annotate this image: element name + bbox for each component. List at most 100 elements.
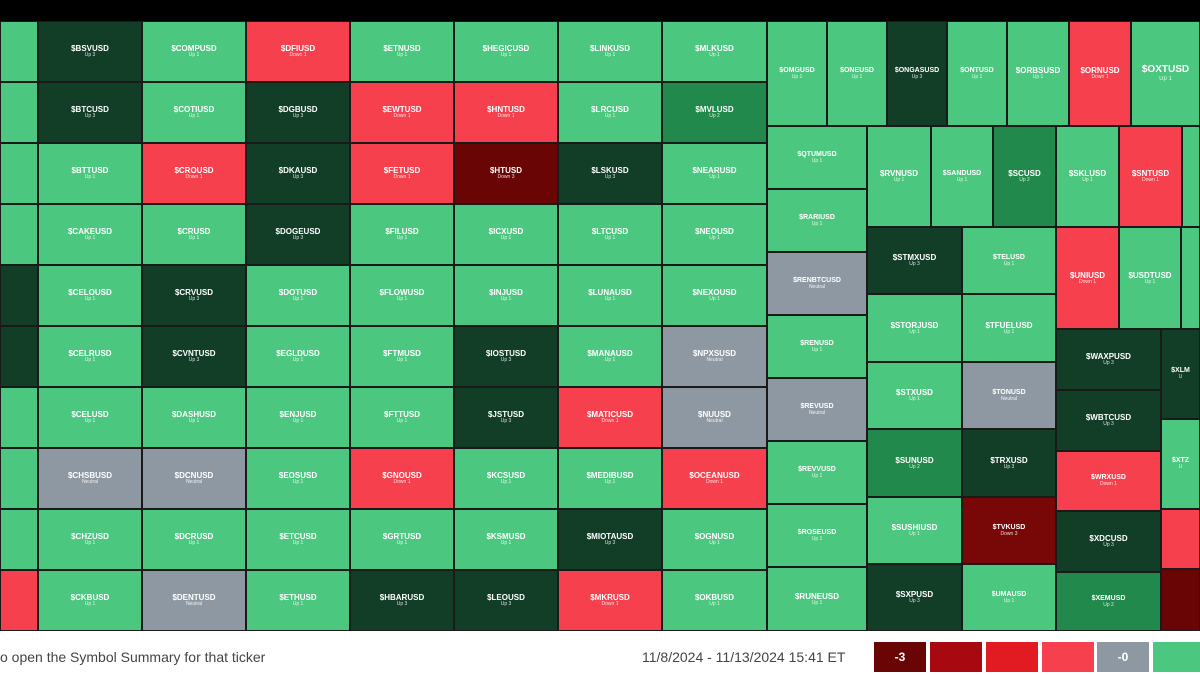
ticker-tile[interactable]: $KCSUSD Up 1 [454, 448, 558, 509]
ticker-tile[interactable]: $OMGUSD Up 1 [767, 21, 827, 126]
ticker-tile[interactable]: $CHZUSD Up 1 [38, 509, 142, 570]
ticker-tile[interactable]: $EWTUSD Down 1 [350, 82, 454, 143]
ticker-tile[interactable]: $OGNUSD Up 1 [662, 509, 767, 570]
ticker-tile[interactable]: $ORBSUSD Up 1 [1007, 21, 1069, 126]
ticker-tile[interactable]: $RVNUSD Up 1 [867, 126, 931, 227]
ticker-tile[interactable]: $HTUSD Down 3 [454, 143, 558, 204]
ticker-tile[interactable]: $COTIUSD Up 1 [142, 82, 246, 143]
ticker-tile[interactable]: $STXUSD Up 1 [867, 362, 962, 429]
ticker-tile[interactable]: $RUNEUSD Up 1 [767, 567, 867, 631]
ticker-tile[interactable]: $CAKEUSD Up 1 [38, 204, 142, 265]
ticker-tile[interactable]: $LINKUSD Up 1 [558, 21, 662, 82]
ticker-tile[interactable]: $FTMUSD Up 1 [350, 326, 454, 387]
ticker-tile[interactable]: $NEOUSD Up 1 [662, 204, 767, 265]
ticker-tile[interactable]: $SKLUSD Up 1 [1056, 126, 1119, 227]
ticker-tile[interactable]: $NPXSUSD Neutral [662, 326, 767, 387]
ticker-tile[interactable]: $XDCUSD Up 3 [1056, 511, 1161, 572]
ticker-tile[interactable]: $MATICUSD Down 1 [558, 387, 662, 448]
ticker-tile[interactable]: $NEARUSD Up 1 [662, 143, 767, 204]
ticker-tile[interactable]: $DFIUSD Down 1 [246, 21, 350, 82]
ticker-tile[interactable]: $CRVUSD Up 3 [142, 265, 246, 326]
ticker-tile[interactable]: $ROSEUSD Up 1 [767, 504, 867, 567]
ticker-tile[interactable]: $ORNUSD Down 1 [1069, 21, 1131, 126]
ticker-tile[interactable]: $CELUSD Up 1 [38, 387, 142, 448]
ticker-tile[interactable]: $CELOUSD Up 1 [38, 265, 142, 326]
ticker-tile[interactable]: $MLKUSD Up 1 [662, 21, 767, 82]
ticker-tile[interactable]: $DOTUSD Up 1 [246, 265, 350, 326]
ticker-tile[interactable] [0, 265, 38, 326]
ticker-tile[interactable]: $GNOUSD Down 1 [350, 448, 454, 509]
ticker-tile[interactable] [1181, 227, 1200, 329]
ticker-tile[interactable]: $XLM U [1161, 329, 1200, 419]
ticker-tile[interactable] [0, 204, 38, 265]
ticker-tile[interactable]: $QTUMUSD Up 1 [767, 126, 867, 189]
ticker-tile[interactable]: $NUUSD Neutral [662, 387, 767, 448]
ticker-tile[interactable]: $DOGEUSD Up 3 [246, 204, 350, 265]
ticker-tile[interactable]: $SANDUSD Up 1 [931, 126, 993, 227]
ticker-tile[interactable]: $CVNTUSD Up 3 [142, 326, 246, 387]
ticker-tile[interactable]: $MANAUSD Up 1 [558, 326, 662, 387]
ticker-tile[interactable]: $WBTCUSD Up 3 [1056, 390, 1161, 451]
ticker-tile[interactable] [0, 82, 38, 143]
ticker-tile[interactable]: $LSKUSD Up 3 [558, 143, 662, 204]
ticker-tile[interactable]: $HBARUSD Up 3 [350, 570, 454, 631]
ticker-tile[interactable] [0, 570, 38, 631]
ticker-tile[interactable] [1161, 569, 1200, 631]
ticker-tile[interactable]: $CROUSD Down 1 [142, 143, 246, 204]
ticker-tile[interactable]: $XTZ U [1161, 419, 1200, 509]
ticker-tile[interactable]: $EGLDUSD Up 1 [246, 326, 350, 387]
ticker-tile[interactable] [0, 143, 38, 204]
ticker-tile[interactable]: $STMXUSD Up 3 [867, 227, 962, 294]
ticker-tile[interactable]: $MVLUSD Up 2 [662, 82, 767, 143]
ticker-tile[interactable]: $ETCUSD Up 1 [246, 509, 350, 570]
ticker-tile[interactable]: $CHSBUSD Neutral [38, 448, 142, 509]
ticker-tile[interactable] [0, 387, 38, 448]
ticker-tile[interactable]: $OCEANUSD Down 1 [662, 448, 767, 509]
ticker-tile[interactable]: $USDTUSD Up 1 [1119, 227, 1181, 329]
ticker-tile[interactable]: $RENBTCUSD Neutral [767, 252, 867, 315]
ticker-tile[interactable]: $FLOWUSD Up 1 [350, 265, 454, 326]
ticker-tile[interactable]: $CELRUSD Up 1 [38, 326, 142, 387]
ticker-tile[interactable]: $DASHUSD Up 1 [142, 387, 246, 448]
ticker-tile[interactable]: $RARIUSD Up 1 [767, 189, 867, 252]
ticker-tile[interactable]: $TONUSD Neutral [962, 362, 1056, 429]
ticker-tile[interactable]: $MKRUSD Down 1 [558, 570, 662, 631]
ticker-tile[interactable]: $MIOTAUSD Up 3 [558, 509, 662, 570]
ticker-tile[interactable]: $HNTUSD Down 1 [454, 82, 558, 143]
ticker-tile[interactable]: $UMAUSD Up 1 [962, 564, 1056, 631]
ticker-tile[interactable]: $TRXUSD Up 3 [962, 429, 1056, 497]
ticker-tile[interactable]: $MEDIBUSD Up 1 [558, 448, 662, 509]
ticker-tile[interactable]: $DKAUSD Up 3 [246, 143, 350, 204]
ticker-tile[interactable]: $DENTUSD Neutral [142, 570, 246, 631]
ticker-tile[interactable]: $WRXUSD Down 1 [1056, 451, 1161, 511]
ticker-tile[interactable] [0, 448, 38, 509]
ticker-tile[interactable]: $TVKUSD Down 3 [962, 497, 1056, 564]
ticker-tile[interactable] [0, 326, 38, 387]
ticker-tile[interactable]: $NEXOUSD Up 1 [662, 265, 767, 326]
ticker-tile[interactable]: $LEOUSD Up 3 [454, 570, 558, 631]
ticker-tile[interactable]: $WAXPUSD Up 3 [1056, 329, 1161, 390]
ticker-tile[interactable]: $SUSHIUSD Up 1 [867, 497, 962, 564]
ticker-tile[interactable]: $OXTUSD Up 1 [1131, 21, 1200, 126]
ticker-tile[interactable]: $HEGICUSD Up 1 [454, 21, 558, 82]
ticker-tile[interactable]: $DGBUSD Up 3 [246, 82, 350, 143]
ticker-tile[interactable]: $SCUSD Up 2 [993, 126, 1056, 227]
ticker-tile[interactable]: $COMPUSD Up 1 [142, 21, 246, 82]
ticker-tile[interactable]: $TFUELUSD Up 1 [962, 294, 1056, 362]
ticker-tile[interactable]: $REVVUSD Up 1 [767, 441, 867, 504]
ticker-tile[interactable]: $ETHUSD Up 1 [246, 570, 350, 631]
ticker-tile[interactable]: $STORJUSD Up 1 [867, 294, 962, 362]
ticker-tile[interactable]: $SXPUSD Up 3 [867, 564, 962, 631]
ticker-tile[interactable] [0, 21, 38, 82]
ticker-tile[interactable]: $SUNUSD Up 2 [867, 429, 962, 497]
ticker-tile[interactable]: $INJUSD Up 1 [454, 265, 558, 326]
ticker-tile[interactable] [0, 509, 38, 570]
ticker-tile[interactable]: $BSVUSD Up 3 [38, 21, 142, 82]
ticker-tile[interactable]: $SNTUSD Down 1 [1119, 126, 1182, 227]
ticker-tile[interactable]: $ETNUSD Up 1 [350, 21, 454, 82]
ticker-tile[interactable]: $BTCUSD Up 3 [38, 82, 142, 143]
ticker-tile[interactable]: $XEMUSD Up 2 [1056, 572, 1161, 631]
ticker-tile[interactable]: $DCNUSD Neutral [142, 448, 246, 509]
ticker-tile[interactable] [1161, 509, 1200, 569]
ticker-tile[interactable]: $IOSTUSD Up 3 [454, 326, 558, 387]
